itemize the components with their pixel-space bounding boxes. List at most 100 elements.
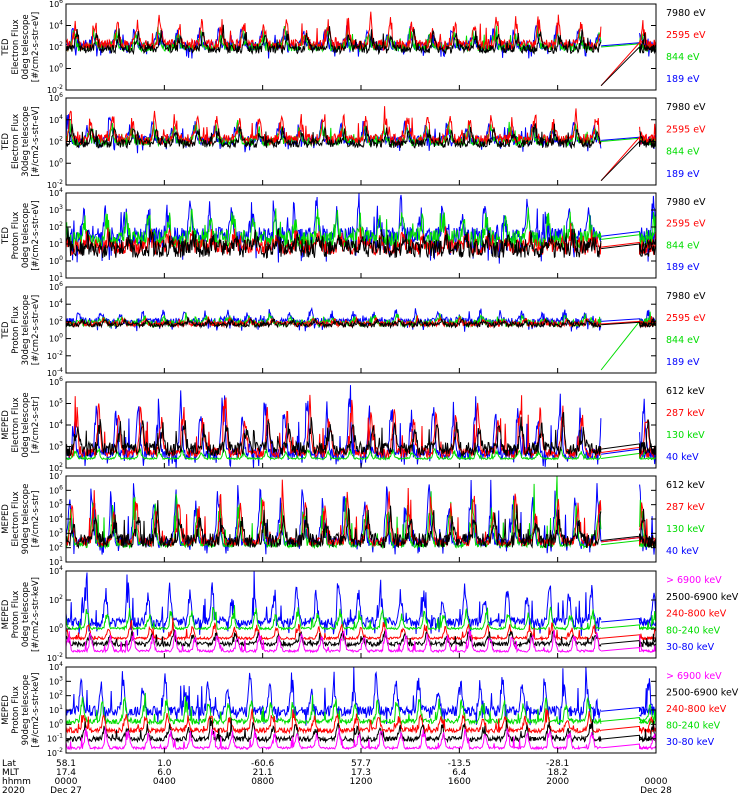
y-tick-label: 103 (49, 204, 63, 215)
panel-3: 101 100 101 102 103 104 TED Proton Flux 0deg tel… (1, 187, 706, 283)
y-tick-label: 102 (49, 315, 63, 326)
y-tick-label: 102 (49, 594, 63, 605)
panel-4: 10-4 10-2 100 102 104 106 TED Proton Flux 30deg … (1, 281, 706, 378)
y-tick-label: 104 (49, 114, 63, 125)
x-tick-label: 1200 (350, 777, 373, 787)
x-tick-label: 17.4 (56, 768, 76, 778)
y-tick-label: 104 (49, 565, 63, 576)
series-line--6900-kev (66, 628, 656, 654)
panel-title-line: MEPED (1, 695, 11, 725)
x-tick-label: 2000 (546, 777, 569, 787)
x-row-label: hhmm (2, 777, 31, 787)
y-tick-label: 104 (49, 661, 63, 672)
y-tick-label: 102 (49, 542, 63, 553)
y-tick-label: 10-1 (47, 733, 63, 744)
legend-item: 189 eV (666, 169, 700, 180)
panel-title-line: [#/cm2-s-str-eV] (31, 12, 41, 82)
legend-item: 240-800 keV (666, 704, 727, 715)
y-tick-label: 101 (49, 238, 63, 249)
y-tick-label: 100 (49, 718, 63, 729)
legend-item: 80-240 keV (666, 625, 721, 636)
x-tick-label: 58.1 (56, 759, 76, 769)
panel-title-line: 90deg telescope (21, 675, 31, 746)
legend-item: 240-800 keV (666, 609, 727, 620)
panel-title-line: [#/cm2-s-str-eV] (31, 106, 41, 176)
x-tick-label: 0800 (251, 777, 274, 787)
legend-item: > 6900 keV (666, 575, 722, 586)
y-tick-label: 102 (49, 221, 63, 232)
panel-title-line: TED (1, 226, 11, 245)
panel-title-line: MEPED (1, 504, 11, 534)
y-tick-label: 105 (49, 398, 63, 409)
panel-title-line: [#/cm2-s-str-eV] (31, 200, 41, 270)
legend-item: 612 keV (666, 480, 705, 491)
panel-2: 10-2 100 102 104 106 TED Electron Flux 30deg te… (1, 92, 706, 190)
x-tick-label: -60.6 (251, 759, 275, 769)
y-tick-label: 10-4 (47, 367, 63, 378)
panel-title-line: MEPED (1, 410, 11, 440)
series-line--6900-kev (66, 727, 656, 751)
legend-item: 287 keV (666, 408, 705, 419)
x-tick-label: 18.2 (548, 768, 568, 778)
y-tick-label: 102 (49, 690, 63, 701)
y-tick-label: 106 (49, 484, 63, 495)
panel-title-line: [#/cm2-s-str-keV] (31, 577, 41, 652)
y-tick-label: 10-2 (47, 652, 63, 663)
legend-item: 287 keV (666, 502, 705, 513)
panel-2-plot (66, 106, 656, 182)
legend-item: 40 keV (666, 546, 699, 557)
panel-title-line: TED (1, 132, 11, 151)
legend-item: 2595 eV (666, 313, 706, 324)
y-tick-label: 100 (49, 63, 63, 74)
panel-8: 10-2 10-1 100 101 102 103 104 MEPED Proton Flux 9… (1, 661, 739, 758)
panel-7: 10-2 100 102 104 MEPED Proton Flux 0deg telesc… (1, 565, 739, 663)
y-tick-label: 106 (49, 92, 63, 103)
y-tick-label: 101 (49, 272, 63, 283)
series-line-7980-ev (66, 123, 656, 182)
x-tick-label: 57.7 (351, 759, 371, 769)
x-row-label: 2020 (2, 786, 25, 796)
y-tick-label: 100 (49, 333, 63, 344)
series-line-30-80-kev (66, 667, 656, 726)
panel-4-plot (66, 306, 656, 371)
panel-title-line: 0deg telescope (21, 392, 31, 457)
series-line-7980-ev (66, 316, 656, 329)
panel-6-frame (65, 475, 657, 563)
legend-item: 189 eV (666, 357, 700, 368)
panel-title-line: Electron Flux (11, 114, 21, 169)
y-tick-label: 106 (49, 281, 63, 292)
legend-item: 80-240 keV (666, 721, 721, 732)
panel-title-line: Proton Flux (11, 686, 21, 734)
legend-item: 189 eV (666, 262, 700, 273)
legend-item: 844 eV (666, 52, 700, 63)
x-tick-label: 6.4 (452, 768, 467, 778)
panel-title-line: 90deg telescope (21, 484, 31, 555)
y-tick-label: 106 (49, 376, 63, 387)
legend-item: 2595 eV (666, 30, 706, 41)
legend-item: 7980 eV (666, 8, 706, 19)
legend-item: > 6900 keV (666, 671, 722, 682)
series-line-80-240-kev (66, 605, 656, 632)
y-tick-label: 104 (49, 298, 63, 309)
legend-item: 7980 eV (666, 291, 706, 302)
series-line-7980-ev (66, 227, 656, 259)
x-row-label: MLT (2, 768, 20, 778)
panel-5-plot (66, 385, 656, 468)
legend-item: 189 eV (666, 74, 700, 85)
y-tick-label: 100 (49, 157, 63, 168)
panel-title-line: 30deg telescope (21, 106, 31, 177)
legend-item: 7980 eV (666, 197, 706, 208)
x-tick-label: 0000 (55, 777, 78, 787)
panel-title-line: 0deg telescope (21, 582, 31, 647)
panel-title-line: Electron Flux (11, 397, 21, 452)
y-tick-label: 10-2 (47, 179, 63, 190)
legend-item: 40 keV (666, 452, 699, 463)
y-tick-label: 104 (49, 187, 63, 198)
panel-title-line: 0deg telescope (21, 203, 31, 268)
legend-item: 2595 eV (666, 124, 706, 135)
y-tick-label: 102 (49, 462, 63, 473)
panel-1-plot (66, 11, 656, 87)
panel-title-line: [#/cm2-s-str] (31, 397, 41, 454)
x-tick-label: -28.1 (546, 759, 569, 769)
